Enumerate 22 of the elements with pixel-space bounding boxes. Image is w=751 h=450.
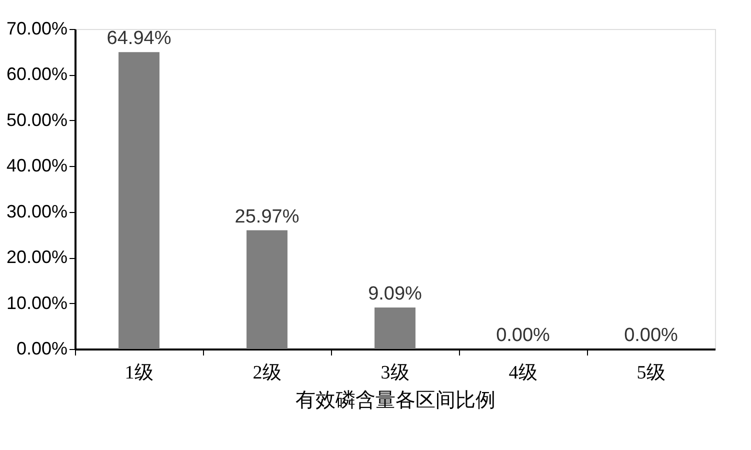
x-tick-label: 5级 [636,362,666,384]
data-label: 25.97% [234,206,300,228]
data-label: 0.00% [496,325,550,346]
x-tick-label: 2级 [252,362,282,384]
x-tick-label: 3级 [380,362,410,384]
y-tick-label: 10.00% [6,292,68,313]
y-tick-label: 20.00% [6,247,68,268]
x-axis-title: 有效磷含量各区间比例 [296,390,496,412]
y-tick-label: 40.00% [6,156,68,176]
y-tick-label: 0.00% [16,338,68,358]
data-label: 64.94% [106,28,172,50]
x-tick-label: 4级 [508,362,538,384]
bar [118,52,160,349]
y-tick-label: 70.00% [6,18,68,38]
y-tick-label: 60.00% [6,64,68,84]
bar [246,230,288,349]
data-label: 0.00% [624,325,678,346]
data-label: 9.09% [368,283,422,304]
y-tick-label: 30.00% [6,201,68,222]
y-tick-label: 50.00% [6,110,68,130]
bar [374,307,416,349]
x-tick-label: 1级 [124,362,154,384]
